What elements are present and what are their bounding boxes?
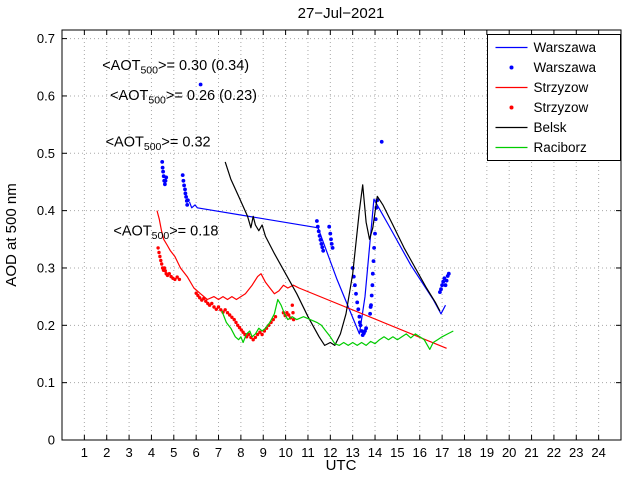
legend-entry-strzyzow-scatter: Strzyzow — [509, 100, 589, 115]
x-tick-label: 9 — [260, 445, 267, 460]
x-tick-label: 23 — [569, 445, 583, 460]
series-raciborz-line — [221, 298, 454, 350]
y-tick-label: 0.6 — [37, 88, 55, 103]
legend-label: Strzyzow — [534, 100, 589, 115]
x-tick-label: 17 — [435, 445, 449, 460]
x-tick-label: 3 — [125, 445, 132, 460]
y-tick-label: 0.4 — [37, 203, 55, 218]
y-axis-label: AOD at 500 nm — [3, 183, 20, 286]
mean-aot-annotation: <AOT500>= 0.30 (0.34) — [102, 58, 249, 77]
y-tick-label: 0.1 — [37, 375, 55, 390]
x-tick-label: 12 — [323, 445, 337, 460]
chart-title: 27−Jul−2021 — [298, 5, 385, 22]
x-tick-label: 10 — [278, 445, 292, 460]
legend-label: Warszawa — [534, 60, 597, 75]
legend-label: Warszawa — [534, 40, 597, 55]
y-tick-label: 0.5 — [37, 146, 55, 161]
x-tick-label: 6 — [193, 445, 200, 460]
x-tick-label: 2 — [103, 445, 110, 460]
x-tick-label: 15 — [390, 445, 404, 460]
x-tick-label: 14 — [368, 445, 382, 460]
mean-aot-annotation: <AOT500>= 0.32 — [106, 134, 211, 153]
legend-marker-sample — [509, 65, 514, 70]
legend-label: Belsk — [534, 120, 567, 135]
plot-area: 1 2 3 4 5 6 7 8 9 10 11 12 13 14 15 16 17 18 19 20 21 22 23 240… — [37, 29, 622, 460]
x-tick-label: 21 — [524, 445, 538, 460]
x-tick-label: 8 — [237, 445, 244, 460]
x-tick-label: 16 — [413, 445, 427, 460]
x-tick-label: 19 — [480, 445, 494, 460]
series-strzyzow-scatter — [156, 246, 296, 342]
legend-entry-belsk-line: Belsk — [495, 120, 567, 135]
legend-label: Raciborz — [534, 140, 588, 155]
series-strzyzow-line — [156, 210, 447, 349]
y-tick-label: 0.3 — [37, 260, 55, 275]
x-tick-label: 7 — [215, 445, 222, 460]
tick-labels: 1 2 3 4 5 6 7 8 9 10 11 12 13 14 15 16 17 18 19 20 21 22 23 240… — [37, 31, 606, 460]
x-tick-label: 24 — [591, 445, 605, 460]
y-tick-label: 0 — [48, 433, 55, 448]
mean-aot-annotation: <AOT500>= 0.18 — [113, 223, 218, 242]
x-tick-label: 18 — [457, 445, 471, 460]
y-tick-label: 0.7 — [37, 31, 55, 46]
axes-box — [61, 29, 622, 441]
legend-entry-warszawa-scatter: Warszawa — [509, 60, 597, 75]
legend-label: Strzyzow — [534, 80, 589, 95]
x-axis-label: UTC — [326, 457, 357, 474]
x-tick-label: 1 — [81, 445, 88, 460]
mean-aot-annotation: <AOT500>= 0.26 (0.23) — [110, 88, 257, 107]
x-tick-label: 4 — [148, 445, 155, 460]
series-warszawa-scatter — [160, 82, 451, 337]
legend: Warszawa Warszawa Strzyzow Strzyzow Belsk Rac… — [487, 34, 621, 161]
x-tick-label: 11 — [301, 445, 315, 460]
y-tick-label: 0.2 — [37, 318, 55, 333]
legend-entry-strzyzow-line: Strzyzow — [495, 80, 589, 95]
x-tick-label: 13 — [345, 445, 359, 460]
x-tick-label: 22 — [547, 445, 561, 460]
legend-marker-sample — [509, 105, 514, 110]
legend-entry-raciborz-line: Raciborz — [495, 140, 588, 155]
series-belsk-line — [224, 161, 441, 346]
x-tick-label: 5 — [170, 445, 177, 460]
x-tick-label: 20 — [502, 445, 516, 460]
legend-entry-warszawa-line: Warszawa — [495, 40, 597, 55]
